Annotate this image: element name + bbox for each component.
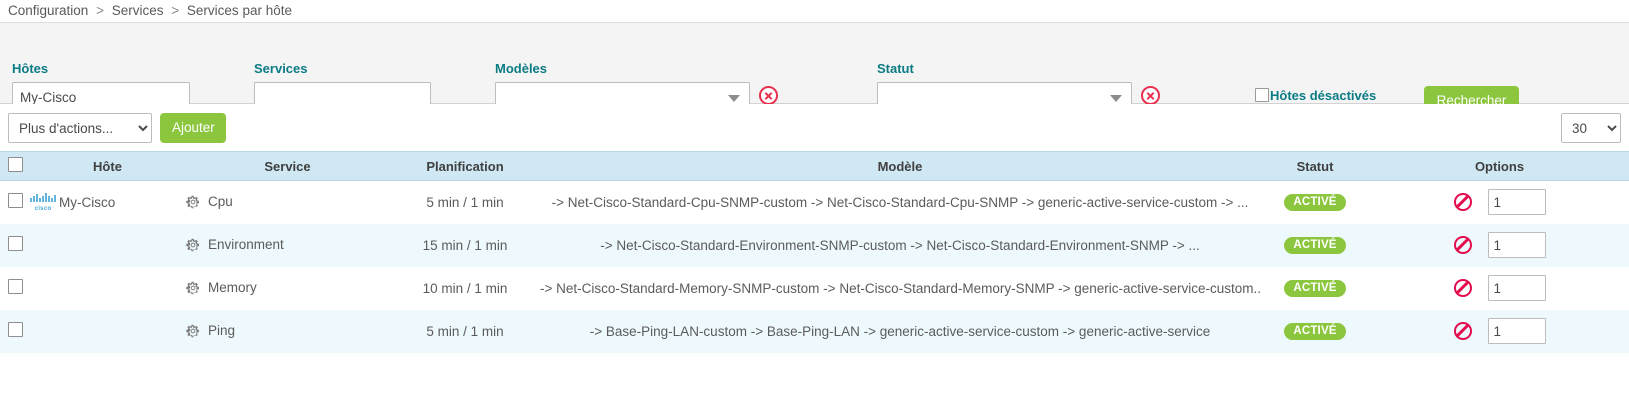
row-options-cell [1370, 224, 1629, 267]
row-service-cell: Cpu [185, 181, 390, 224]
row-planification: 5 min / 1 min [426, 323, 504, 339]
column-header-options: Options [1370, 151, 1629, 181]
row-service-name[interactable]: Ping [208, 323, 236, 338]
breadcrumb-item-services-par-hote[interactable]: Services par hôte [186, 3, 292, 18]
row-planification: 5 min / 1 min [426, 194, 504, 210]
row-option-input[interactable] [1487, 189, 1546, 216]
row-host-cell [30, 267, 185, 310]
status-badge: ACTIVÉ [1284, 280, 1346, 297]
chevron-down-icon [728, 94, 740, 102]
row-checkbox[interactable] [7, 236, 23, 251]
row-service-name[interactable]: Environment [208, 237, 284, 252]
table-header-row: Hôte Service Planification Modèle Statut… [0, 151, 1629, 181]
row-host-cell [30, 224, 185, 267]
disable-service-icon[interactable] [1453, 236, 1472, 254]
row-template: -> Net-Cisco-Standard-Cpu-SNMP-custom ->… [551, 194, 1249, 210]
gear-icon [186, 238, 199, 252]
more-actions-select[interactable]: Plus d'actions... [8, 113, 152, 143]
breadcrumb-item-configuration[interactable]: Configuration [8, 3, 89, 18]
chevron-down-icon [1110, 94, 1122, 102]
clear-status-icon[interactable] [1141, 85, 1160, 105]
column-header-service[interactable]: Service [185, 151, 390, 181]
filter-label-templates: Modèles [495, 61, 548, 76]
row-service-cell: Ping [185, 310, 390, 353]
row-status-cell: ACTIVÉ [1260, 224, 1370, 267]
row-host-cell: cisco My-Cisco [30, 181, 185, 224]
row-select-cell[interactable] [0, 181, 30, 224]
disable-service-icon[interactable] [1453, 279, 1472, 297]
filter-label-services: Services [254, 61, 308, 76]
row-select-cell[interactable] [0, 224, 30, 267]
status-badge: ACTIVÉ [1284, 237, 1346, 254]
row-template: -> Base-Ping-LAN-custom -> Base-Ping-LAN… [589, 323, 1211, 339]
gear-icon [186, 324, 199, 338]
table-row: Environment 15 min / 1 min -> Net-Cisco-… [0, 223, 1629, 267]
row-select-cell[interactable] [0, 310, 30, 353]
row-option-input[interactable] [1487, 232, 1546, 258]
action-bar: Plus d'actions... Ajouter 30 [0, 104, 1629, 151]
table-row: Memory 10 min / 1 min -> Net-Cisco-Stand… [0, 266, 1629, 310]
filter-label-hosts: Hôtes [12, 61, 49, 76]
status-badge: ACTIVÉ [1284, 323, 1346, 340]
gear-icon [186, 281, 199, 295]
row-select-cell[interactable] [0, 267, 30, 310]
row-status-cell: ACTIVÉ [1260, 267, 1370, 310]
breadcrumb-separator: > [96, 3, 104, 18]
row-status-cell: ACTIVÉ [1260, 181, 1370, 224]
gear-icon [186, 195, 199, 209]
services-table: Hôte Service Planification Modèle Statut… [0, 151, 1629, 353]
row-option-input[interactable] [1487, 275, 1546, 301]
column-header-template[interactable]: Modèle [540, 151, 1260, 181]
row-host-cell [30, 310, 185, 353]
disable-service-icon[interactable] [1453, 322, 1472, 340]
row-service-name[interactable]: Cpu [208, 194, 233, 210]
row-service-name[interactable]: Memory [208, 280, 257, 295]
row-options-cell [1370, 310, 1629, 353]
row-option-input[interactable] [1487, 318, 1546, 344]
cisco-logo-icon: cisco [30, 193, 56, 212]
row-template: -> Net-Cisco-Standard-Environment-SNMP-c… [600, 237, 1200, 253]
disabled-hosts-checkbox-group[interactable]: Hôtes désactivés [1255, 88, 1376, 103]
breadcrumb-separator: > [171, 3, 180, 18]
row-status-cell: ACTIVÉ [1260, 310, 1370, 353]
row-planification: 15 min / 1 min [422, 237, 508, 253]
select-all-header[interactable] [0, 151, 30, 181]
page-size-select[interactable]: 30 [1561, 113, 1621, 143]
filter-label-status: Statut [877, 61, 914, 76]
clear-templates-icon[interactable] [759, 85, 778, 105]
row-planification: 10 min / 1 min [422, 280, 508, 296]
select-all-checkbox[interactable] [7, 157, 23, 172]
column-header-host[interactable]: Hôte [30, 151, 185, 181]
status-badge: ACTIVÉ [1284, 194, 1346, 212]
row-template: -> Net-Cisco-Standard-Memory-SNMP-custom… [540, 280, 1260, 296]
add-button[interactable]: Ajouter [160, 113, 226, 143]
column-header-planification[interactable]: Planification [390, 151, 540, 181]
table-row: Ping 5 min / 1 min -> Base-Ping-LAN-cust… [0, 309, 1629, 353]
row-options-cell [1370, 267, 1629, 310]
breadcrumb: Configuration > Services > Services par … [0, 0, 1629, 22]
disable-service-icon[interactable] [1453, 193, 1472, 212]
row-checkbox[interactable] [7, 279, 23, 294]
row-service-cell: Environment [185, 224, 390, 267]
filter-panel: Hôtes Services Modèles Statut Hô [0, 22, 1629, 124]
disabled-hosts-label: Hôtes désactivés [1270, 88, 1377, 103]
column-header-status[interactable]: Statut [1260, 151, 1370, 181]
row-service-cell: Memory [185, 267, 390, 310]
row-checkbox[interactable] [7, 322, 23, 337]
row-checkbox[interactable] [7, 193, 23, 209]
breadcrumb-item-services[interactable]: Services [111, 3, 164, 18]
row-host-name[interactable]: My-Cisco [59, 195, 116, 211]
table-row: cisco My-Cisco Cpu 5 min / 1 min -> Net-… [0, 180, 1629, 224]
disabled-hosts-checkbox[interactable] [1255, 88, 1269, 102]
row-options-cell [1370, 181, 1629, 224]
